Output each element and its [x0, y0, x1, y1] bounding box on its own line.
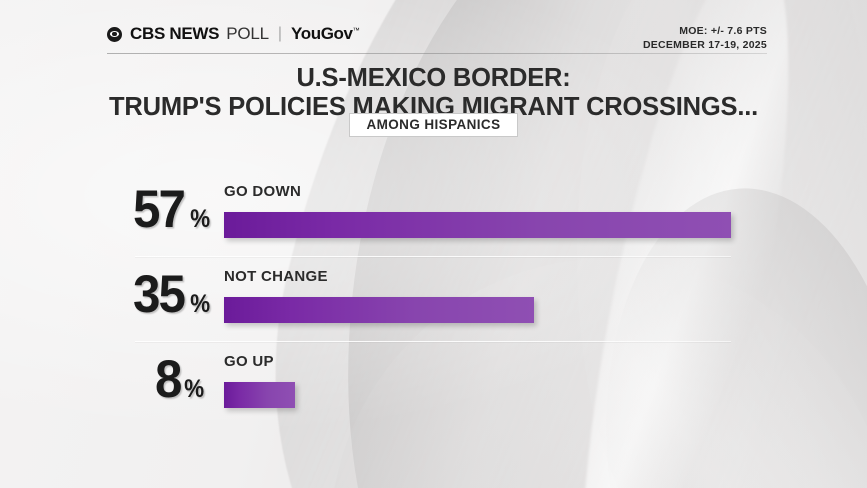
field-dates: DECEMBER 17-19, 2025 — [642, 38, 767, 51]
logo-poll: POLL — [226, 24, 269, 43]
bar-label-not-change: NOT CHANGE — [224, 268, 328, 285]
value-go-down: 57 % — [133, 183, 211, 236]
value-not-change: 35 % — [133, 268, 211, 321]
bar-track-not-change — [224, 297, 534, 323]
percent-symbol-go-up: % — [184, 375, 205, 403]
percent-symbol-not-change: % — [190, 290, 211, 318]
bar-label-go-up: GO UP — [224, 353, 274, 370]
value-number-go-down: 57 — [133, 180, 186, 239]
margin-of-error: MOE: +/- 7.6 PTS — [679, 25, 767, 37]
cbs-news-poll-logo: CBS NEWS POLL | YouGov™ — [107, 24, 360, 44]
value-number-not-change: 35 — [133, 265, 186, 324]
row-divider-2 — [135, 341, 731, 342]
subtitle-container: AMONG HISPANICS — [0, 113, 867, 137]
bar-track-go-down — [224, 212, 731, 238]
percent-symbol-go-down: % — [190, 205, 211, 233]
header-divider — [107, 53, 767, 54]
row-divider-1 — [135, 256, 731, 257]
cbs-eye-icon — [107, 26, 122, 42]
bar-fill-go-down — [224, 212, 731, 238]
bar-fill-not-change — [224, 297, 534, 323]
logo-yougov: YouGov™ — [291, 24, 360, 44]
subtitle-badge: AMONG HISPANICS — [349, 113, 518, 137]
poll-metadata: MOE: +/- 7.6 PTS DECEMBER 17-19, 2025 — [643, 24, 767, 53]
page-title: U.S-MEXICO BORDER: TRUMP'S POLICIES MAKI… — [0, 64, 867, 121]
header: CBS NEWS POLL | YouGov™ MOE: +/- 7.6 PTS… — [107, 24, 767, 53]
logo-yougov-text: YouGov — [291, 24, 353, 43]
bar-track-go-up — [224, 382, 295, 408]
logo-cbs-news: CBS NEWS — [130, 24, 220, 43]
bar-label-go-down: GO DOWN — [224, 183, 302, 200]
trademark-symbol: ™ — [352, 27, 360, 35]
bar-fill-go-up — [224, 382, 295, 408]
value-go-up: 8 % — [155, 353, 206, 406]
value-number-go-up: 8 — [155, 350, 182, 409]
title-line-1: U.S-MEXICO BORDER: — [296, 64, 571, 92]
logo-separator: | — [277, 25, 283, 42]
